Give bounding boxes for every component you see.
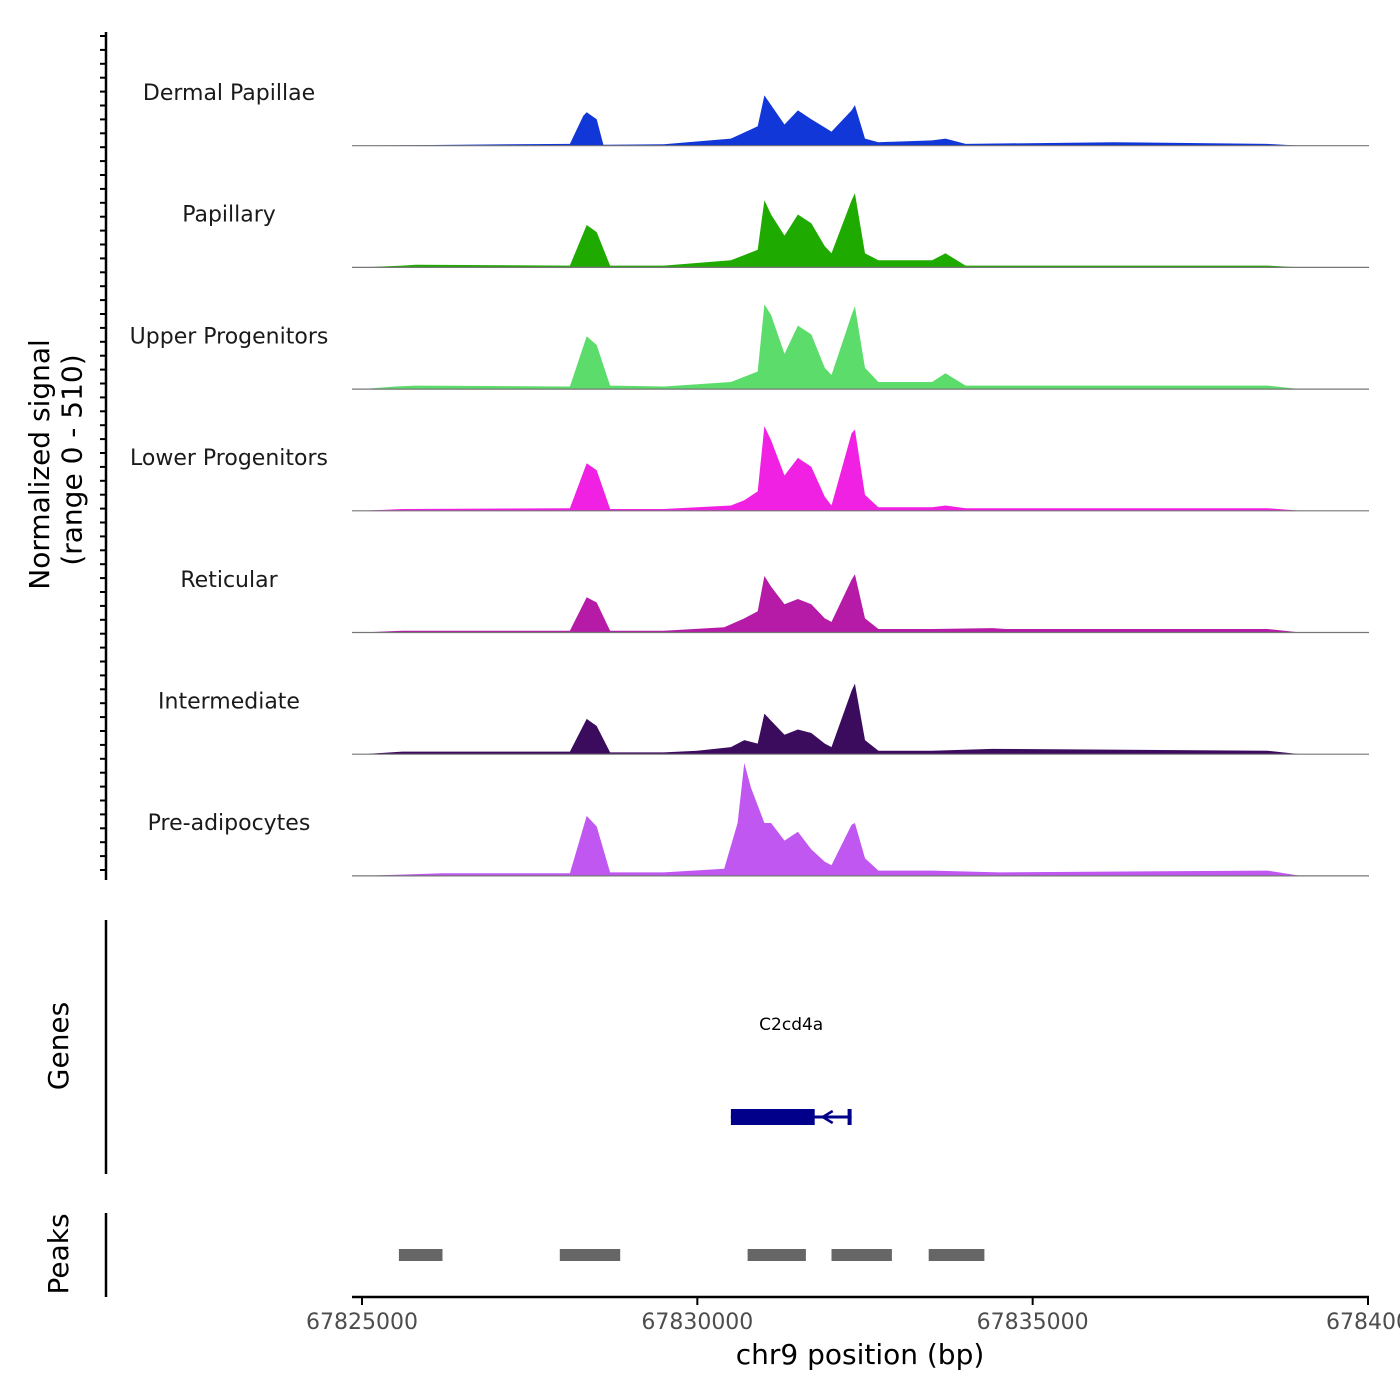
track-label: Pre-adipocytes xyxy=(148,811,311,836)
signal-area xyxy=(362,763,1368,876)
x-axis-tick-label: 67825000 xyxy=(306,1310,418,1335)
track-label: Intermediate xyxy=(158,690,300,715)
x-axis-tick-label: 678400 xyxy=(1326,1310,1400,1335)
x-axis-title: chr9 position (bp) xyxy=(736,1338,985,1371)
signal-track: Reticular xyxy=(180,568,1369,634)
peak-region xyxy=(831,1249,892,1261)
gene-track: C2cd4a xyxy=(730,1015,852,1125)
signal-area xyxy=(362,426,1368,511)
signal-track: Upper Progenitors xyxy=(130,304,1369,390)
gene-label: C2cd4a xyxy=(759,1015,823,1035)
x-axis-tick-label: 67830000 xyxy=(641,1310,753,1335)
strand-arrow-icon xyxy=(820,1109,834,1125)
signal-y-axis xyxy=(100,32,108,880)
signal-track: Intermediate xyxy=(158,683,1369,755)
track-label: Upper Progenitors xyxy=(130,324,329,349)
peak-region xyxy=(398,1249,443,1261)
peak-track xyxy=(398,1249,985,1261)
signal-area xyxy=(362,683,1368,755)
signal-area xyxy=(362,304,1368,390)
signal-track: Papillary xyxy=(182,193,1369,268)
signal-tracks: Dermal Papillae Papillary Upper Progenitor… xyxy=(130,81,1369,877)
peak-region xyxy=(559,1249,621,1261)
peaks-axis-title: Peaks xyxy=(42,1213,75,1294)
gene-model: C2cd4a xyxy=(730,1015,852,1125)
peak-region xyxy=(747,1249,806,1261)
signal-area xyxy=(362,574,1368,633)
x-axis-tick-label: 67835000 xyxy=(977,1310,1089,1335)
track-label: Lower Progenitors xyxy=(130,446,328,471)
signal-y-axis-title: Normalized signal (range 0 - 510) xyxy=(23,330,88,589)
signal-track: Dermal Papillae xyxy=(143,81,1369,147)
track-label: Papillary xyxy=(182,203,276,228)
peak-region xyxy=(928,1249,985,1261)
x-axis-ticks: 67825000 67830000 67835000 678400 xyxy=(306,1297,1400,1335)
genes-axis-title: Genes xyxy=(42,1002,75,1090)
track-label: Reticular xyxy=(180,568,278,593)
track-label: Dermal Papillae xyxy=(143,81,315,106)
signal-area xyxy=(362,193,1368,268)
gene-exon xyxy=(730,1109,815,1125)
signal-track: Pre-adipocytes xyxy=(148,763,1369,877)
gene-exon xyxy=(847,1109,852,1125)
signal-track: Lower Progenitors xyxy=(130,426,1369,512)
signal-area xyxy=(362,95,1368,146)
